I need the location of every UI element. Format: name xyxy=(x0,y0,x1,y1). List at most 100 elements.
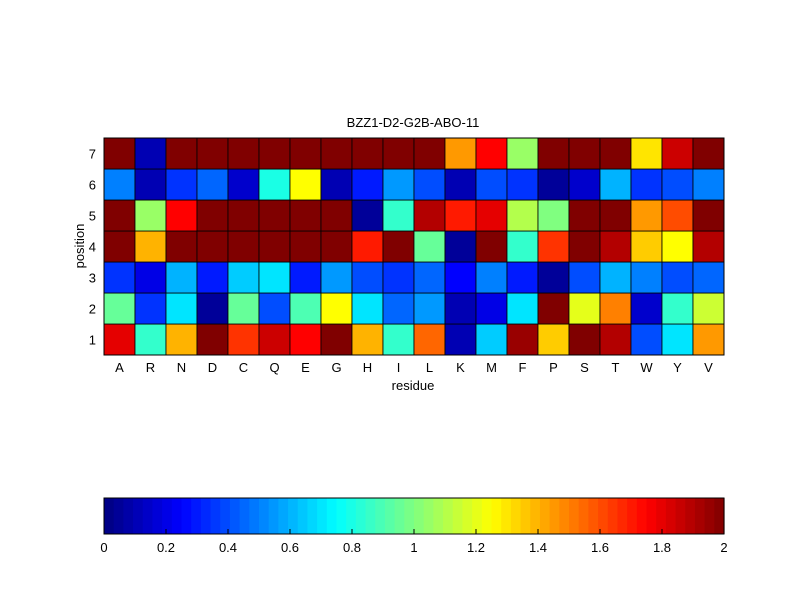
heatmap-cell xyxy=(444,199,477,232)
heatmap-cell xyxy=(692,230,725,263)
heatmap-cell xyxy=(289,230,322,263)
x-tick-label: K xyxy=(456,360,465,375)
colorbar-segment xyxy=(510,498,522,534)
x-tick-label: G xyxy=(331,360,341,375)
x-tick-label: N xyxy=(177,360,186,375)
heatmap-cell xyxy=(444,323,477,356)
heatmap-cell xyxy=(320,261,353,294)
heatmap-cell xyxy=(351,199,384,232)
colorbar-segment xyxy=(326,498,338,534)
heatmap-cell xyxy=(382,168,415,201)
heatmap-cell xyxy=(320,230,353,263)
heatmap-cell xyxy=(537,261,570,294)
heatmap-cell xyxy=(165,230,198,263)
heatmap-cell xyxy=(661,137,694,170)
heatmap-cell xyxy=(692,137,725,170)
colorbar-segment xyxy=(268,498,279,534)
heatmap-cell xyxy=(134,199,167,232)
heatmap-cell xyxy=(351,168,384,201)
colorbar-tick-label: 0.6 xyxy=(281,540,299,555)
colorbar-segment xyxy=(617,498,628,534)
heatmap-cell xyxy=(227,261,260,294)
x-tick-label: E xyxy=(301,360,310,375)
heatmap-cell xyxy=(320,199,353,232)
heatmap-cell xyxy=(103,199,136,232)
x-tick-label: C xyxy=(239,360,248,375)
y-tick-label: 6 xyxy=(89,178,96,193)
heatmap-cell xyxy=(103,323,136,356)
colorbar-segment xyxy=(317,498,328,534)
x-tick-label: P xyxy=(549,360,558,375)
colorbar-segment xyxy=(491,498,502,534)
heatmap-cell xyxy=(320,323,353,356)
heatmap-cell xyxy=(103,261,136,294)
heatmap-cell xyxy=(568,137,601,170)
x-tick-label: T xyxy=(612,360,620,375)
heatmap-cell xyxy=(568,261,601,294)
x-axis-label: residue xyxy=(392,378,435,393)
heatmap-cells xyxy=(103,137,725,356)
colorbar-segment xyxy=(423,498,434,534)
colorbar-segment xyxy=(133,498,144,534)
heatmap-cell xyxy=(413,230,446,263)
colorbar-segment xyxy=(113,498,124,534)
colorbar-segment xyxy=(539,498,551,534)
heatmap-cell xyxy=(320,292,353,325)
heatmap-cell xyxy=(351,323,384,356)
x-tick-label: Q xyxy=(269,360,279,375)
heatmap-cell xyxy=(444,292,477,325)
heatmap-cell xyxy=(692,323,725,356)
heatmap-cell xyxy=(599,323,632,356)
heatmap-cell xyxy=(537,292,570,325)
heatmap-cell xyxy=(506,199,539,232)
x-tick-label: R xyxy=(146,360,155,375)
heatmap-cell xyxy=(537,168,570,201)
heatmap-cell xyxy=(444,137,477,170)
x-tick-label: I xyxy=(397,360,401,375)
colorbar-segment xyxy=(123,498,134,534)
y-tick-label: 7 xyxy=(89,147,96,162)
heatmap-cell xyxy=(444,168,477,201)
heatmap-cell xyxy=(661,168,694,201)
heatmap-cell xyxy=(258,230,291,263)
heatmap-cell xyxy=(320,168,353,201)
heatmap-cell xyxy=(475,292,508,325)
colorbar-tick-label: 0.4 xyxy=(219,540,237,555)
heatmap-cell xyxy=(227,168,260,201)
colorbar-segment xyxy=(433,498,444,534)
colorbar-segment xyxy=(200,498,212,534)
heatmap-cell xyxy=(134,137,167,170)
colorbar-segment xyxy=(636,498,648,534)
colorbar-segment xyxy=(191,498,202,534)
heatmap-cell xyxy=(258,292,291,325)
heatmap-cell xyxy=(103,168,136,201)
heatmap-cell xyxy=(413,199,446,232)
heatmap-cell xyxy=(506,230,539,263)
colorbar-segment xyxy=(346,498,357,534)
heatmap-cell xyxy=(692,261,725,294)
y-tick-label: 2 xyxy=(89,302,96,317)
heatmap-cell xyxy=(692,199,725,232)
heatmap-cell xyxy=(196,199,229,232)
heatmap-cell xyxy=(599,168,632,201)
heatmap-cell xyxy=(413,168,446,201)
heatmap-cell xyxy=(165,199,198,232)
x-tick-label: M xyxy=(486,360,497,375)
heatmap-cell xyxy=(599,261,632,294)
heatmap-cell xyxy=(196,137,229,170)
heatmap-cell xyxy=(227,292,260,325)
heatmap-cell xyxy=(134,292,167,325)
heatmap-cell xyxy=(413,137,446,170)
heatmap-cell xyxy=(630,137,663,170)
heatmap-cell xyxy=(537,137,570,170)
colorbar-segment xyxy=(714,498,725,534)
colorbar-segment xyxy=(704,498,715,534)
colorbar-segment xyxy=(607,498,619,534)
colorbar-tick-label: 1.4 xyxy=(529,540,547,555)
y-tick-label: 1 xyxy=(89,333,96,348)
colorbar-segment xyxy=(162,498,173,534)
heatmap-cell xyxy=(630,292,663,325)
heatmap-cell xyxy=(630,230,663,263)
x-tick-label: A xyxy=(115,360,124,375)
x-tick-label: F xyxy=(519,360,527,375)
